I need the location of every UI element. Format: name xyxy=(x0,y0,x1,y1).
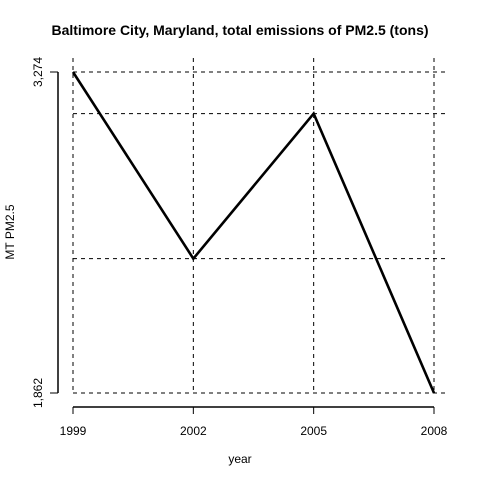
x-tick-label-2008: 2008 xyxy=(421,424,448,438)
series-line xyxy=(71,71,436,394)
x-tick-label-1999: 1999 xyxy=(60,424,87,438)
x-tick-label-2002: 2002 xyxy=(180,424,207,438)
x-tick-label-2005: 2005 xyxy=(300,424,327,438)
chart-title: Baltimore City, Maryland, total emission… xyxy=(51,22,429,38)
grid-lines xyxy=(72,58,448,394)
y-tick-label-0: 3,274 xyxy=(31,57,45,87)
y-tick-label-1: 1,862 xyxy=(31,378,45,408)
axes: 3,274 1,862 1999 2002 2005 2008 xyxy=(31,57,448,438)
series-lines xyxy=(71,71,436,394)
x-axis-label: year xyxy=(228,452,252,466)
